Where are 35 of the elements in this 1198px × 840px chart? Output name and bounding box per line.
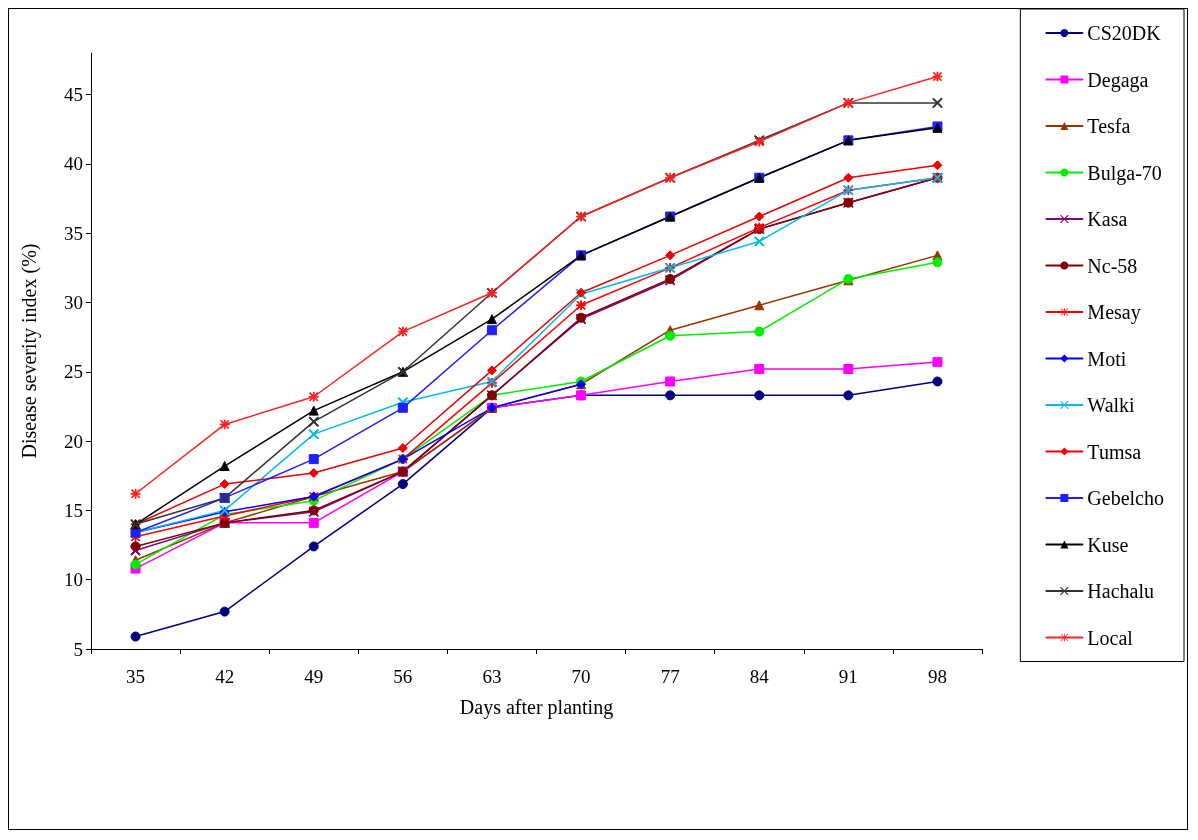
x-tick-label: 35 <box>126 666 146 687</box>
legend-label: CS20DK <box>1087 22 1162 44</box>
legend-label: Hachalu <box>1087 580 1155 602</box>
y-tick-label: 45 <box>64 84 83 106</box>
legend-label: Kuse <box>1087 533 1129 556</box>
legend-label: Mesay <box>1087 301 1141 324</box>
y-tick-label: 40 <box>64 153 83 175</box>
x-axis-title: Days after planting <box>459 696 614 719</box>
x-tick-label: 98 <box>927 666 947 687</box>
x-tick-label: 84 <box>749 666 770 687</box>
x-tick-label: 42 <box>215 666 235 687</box>
y-tick-label: 35 <box>64 222 83 244</box>
x-tick-label: 91 <box>838 666 858 687</box>
y-tick-label: 20 <box>64 430 83 452</box>
x-tick-label: 70 <box>571 666 591 687</box>
legend-label: Nc-58 <box>1087 254 1138 277</box>
x-tick-label: 56 <box>393 666 413 687</box>
legend-label: Gebelcho <box>1087 487 1165 509</box>
y-tick-label: 10 <box>64 569 83 591</box>
y-tick-label: 25 <box>64 361 83 383</box>
legend-label: Local <box>1087 626 1134 649</box>
legend-label: Kasa <box>1087 208 1128 230</box>
legend-label: Degaga <box>1087 68 1149 92</box>
legend-label: Walki <box>1087 394 1136 416</box>
x-tick-label: 49 <box>304 666 324 687</box>
legend-label: Tesfa <box>1087 115 1131 137</box>
legend-label: Bulga-70 <box>1087 161 1162 185</box>
x-tick-label: 63 <box>482 666 502 687</box>
legend-label: Tumsa <box>1087 440 1142 463</box>
x-tick-label: 77 <box>660 666 680 687</box>
y-axis-title: Disease severity index (%) <box>18 243 41 459</box>
y-tick-label: 30 <box>64 291 83 313</box>
y-tick-label: 5 <box>73 638 83 660</box>
legend-label: Moti <box>1087 347 1127 370</box>
y-tick-label: 15 <box>64 499 83 521</box>
